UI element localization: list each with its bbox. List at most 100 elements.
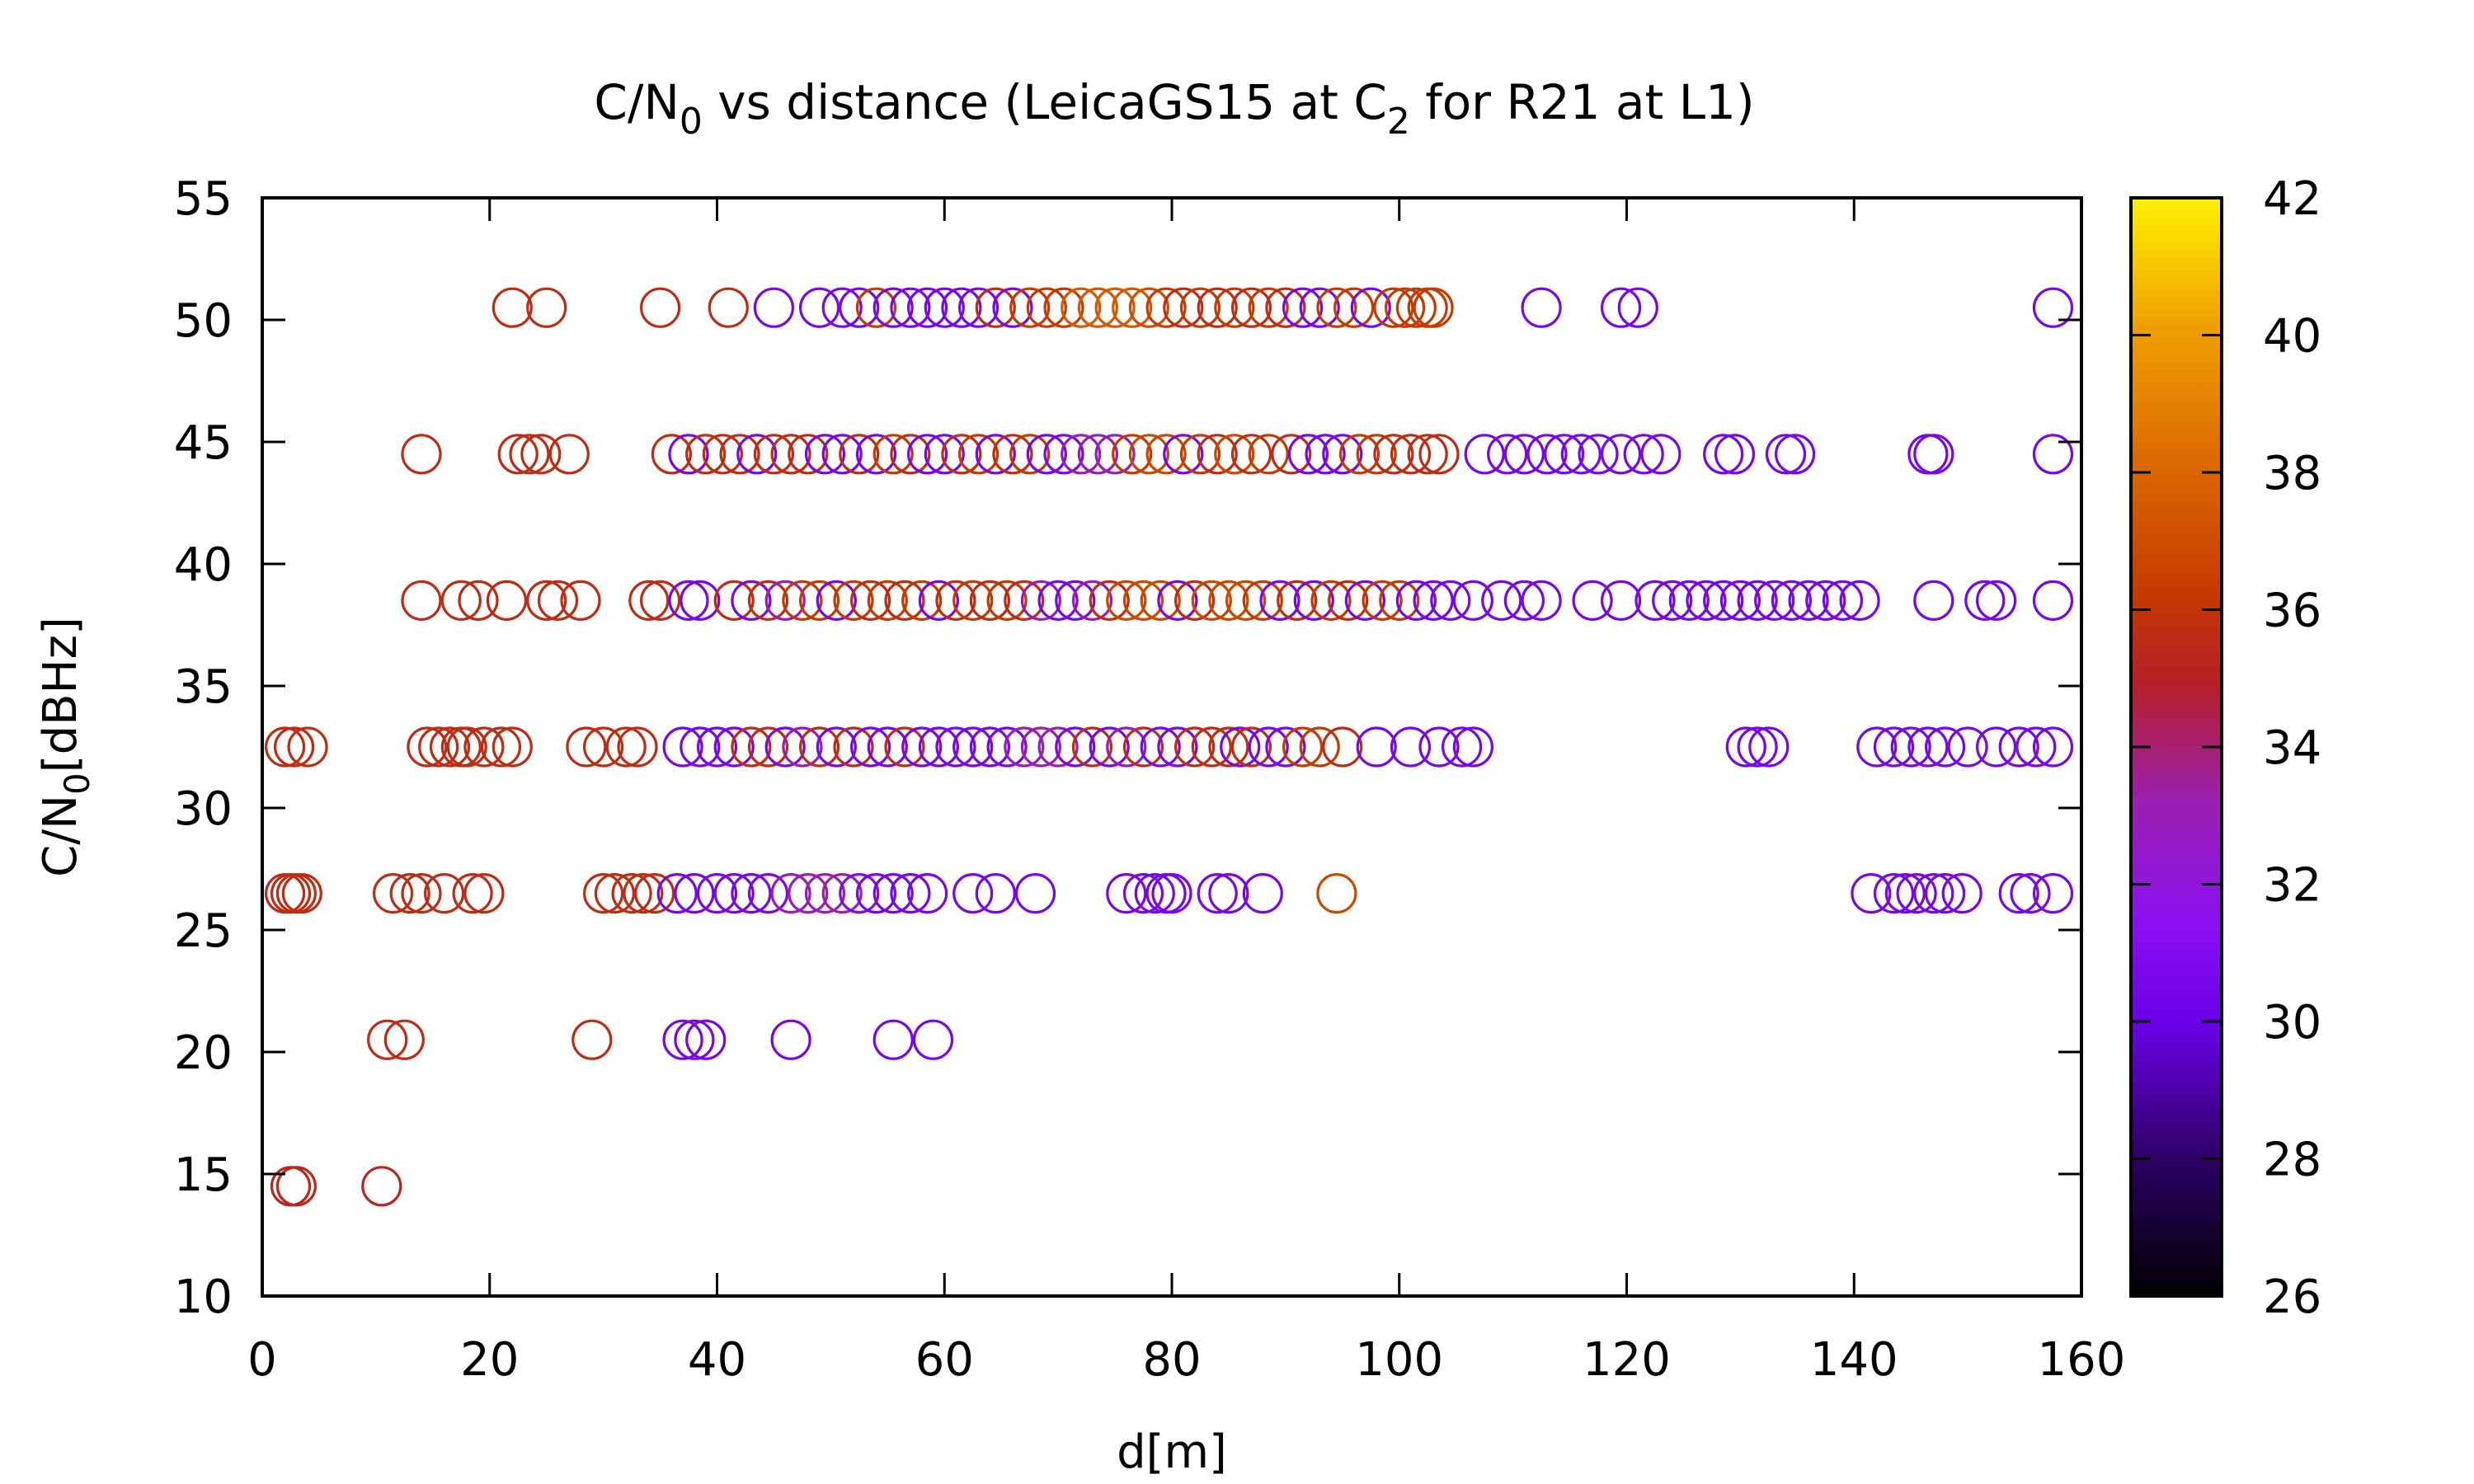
data-point (1043, 287, 1084, 328)
data-point (872, 434, 914, 475)
colorbar-tick-label: 28 (2263, 1134, 2321, 1187)
data-point (1089, 726, 1130, 768)
data-point (992, 287, 1033, 328)
data-point (1230, 726, 1272, 768)
data-point (798, 580, 840, 622)
scatter-points (265, 287, 2074, 1207)
data-point (1191, 726, 1232, 768)
data-point (1913, 434, 1954, 475)
data-point (1356, 726, 1397, 768)
data-point (872, 287, 914, 328)
data-point (1225, 580, 1267, 622)
data-point (1481, 580, 1522, 622)
data-point (1775, 434, 1816, 475)
data-point (1122, 580, 1164, 622)
data-point (582, 872, 624, 914)
data-point (1242, 872, 1283, 914)
colorbar-tick-label: 38 (2263, 447, 2321, 500)
data-point (816, 580, 857, 622)
y-axis: 10 15 20 25 30 35 40 45 50 55 (174, 172, 2081, 1324)
data-point (1043, 434, 1084, 475)
x-tick-label: 140 (1810, 1333, 1898, 1387)
data-point (912, 1019, 954, 1060)
x-tick-label: 60 (915, 1333, 974, 1387)
data-point (407, 726, 448, 768)
data-point (1094, 287, 1136, 328)
x-axis: 0 20 40 60 80 100 120 140 160 (247, 198, 2125, 1387)
data-point (463, 872, 505, 914)
data-point (969, 726, 1011, 768)
data-point (1640, 434, 1681, 475)
data-point (1719, 580, 1761, 622)
data-point (708, 287, 749, 328)
y-tick-label: 25 (174, 904, 233, 958)
data-point (361, 1166, 402, 1207)
data-point (713, 580, 755, 622)
data-point (1055, 580, 1096, 622)
data-point (1037, 726, 1079, 768)
data-point (890, 287, 931, 328)
data-point (747, 872, 789, 914)
data-point (383, 1019, 425, 1060)
y-axis-label: C/N0[dBHz] (34, 617, 97, 877)
data-point (1094, 434, 1136, 475)
data-point (1884, 872, 1926, 914)
x-tick-label: 120 (1583, 1333, 1671, 1387)
data-point (1890, 726, 1931, 768)
data-point (1441, 726, 1483, 768)
data-point (674, 872, 715, 914)
data-point (804, 434, 846, 475)
x-tick-label: 20 (460, 1333, 519, 1387)
data-point (747, 580, 789, 622)
data-point (1873, 726, 1915, 768)
data-point (1151, 872, 1192, 914)
data-point (628, 580, 670, 622)
data-point (1299, 287, 1340, 328)
data-point (1174, 580, 1216, 622)
y-tick-label: 30 (174, 782, 233, 836)
data-point (423, 872, 465, 914)
data-point (1907, 726, 1949, 768)
data-point (486, 580, 528, 622)
data-point (849, 726, 891, 768)
data-point (1913, 580, 1954, 622)
data-point (1572, 580, 1613, 622)
data-point (1560, 434, 1602, 475)
data-point (1521, 287, 1562, 328)
data-point (389, 872, 430, 914)
data-point (941, 287, 982, 328)
data-point (668, 580, 709, 622)
data-point (941, 434, 982, 475)
data-point (798, 287, 840, 328)
data-point (1106, 726, 1147, 768)
data-point (656, 872, 698, 914)
data-point (1077, 434, 1119, 475)
y-tick-label: 15 (174, 1148, 233, 1202)
data-point (969, 580, 1011, 622)
data-point (1089, 580, 1130, 622)
data-point (753, 287, 795, 328)
data-point (367, 1019, 408, 1060)
data-point (446, 726, 487, 768)
y-tick-label: 45 (174, 416, 233, 470)
data-point (1271, 434, 1312, 475)
plot-frame (261, 196, 2083, 1298)
data-point (1896, 872, 1937, 914)
data-point (906, 287, 948, 328)
y-tick-label: 40 (174, 538, 233, 592)
colorbar-tick-label: 26 (2263, 1270, 2321, 1324)
data-point (1157, 726, 1198, 768)
data-point (275, 1166, 317, 1207)
data-point (1071, 726, 1113, 768)
colorbar-tick-label: 30 (2263, 996, 2321, 1050)
data-point (492, 726, 533, 768)
data-point (605, 726, 647, 768)
data-point (849, 580, 891, 622)
data-point (713, 872, 755, 914)
data-point (1407, 434, 1448, 475)
data-point (1328, 580, 1369, 622)
data-point (1384, 287, 1426, 328)
data-point (816, 726, 857, 768)
data-point (1077, 287, 1119, 328)
